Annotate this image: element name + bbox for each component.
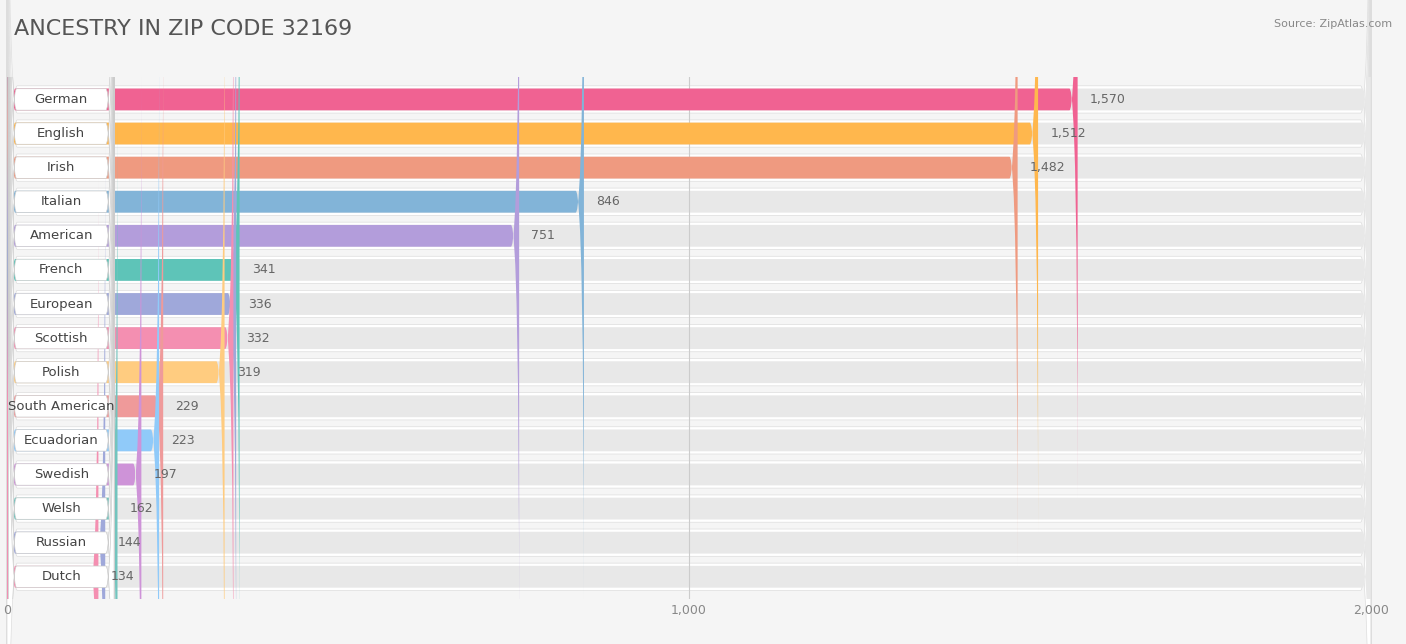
FancyBboxPatch shape: [7, 0, 1371, 644]
FancyBboxPatch shape: [7, 0, 1371, 498]
Text: Irish: Irish: [46, 161, 76, 174]
FancyBboxPatch shape: [8, 0, 114, 532]
Text: European: European: [30, 298, 93, 310]
FancyBboxPatch shape: [7, 0, 1371, 644]
FancyBboxPatch shape: [7, 0, 1038, 532]
FancyBboxPatch shape: [8, 42, 114, 644]
FancyBboxPatch shape: [8, 110, 114, 644]
FancyBboxPatch shape: [7, 0, 1018, 566]
FancyBboxPatch shape: [7, 0, 1371, 644]
Text: Ecuadorian: Ecuadorian: [24, 434, 98, 447]
FancyBboxPatch shape: [7, 144, 1371, 644]
FancyBboxPatch shape: [8, 178, 114, 644]
Text: Welsh: Welsh: [41, 502, 82, 515]
FancyBboxPatch shape: [8, 0, 114, 600]
Text: American: American: [30, 229, 93, 242]
FancyBboxPatch shape: [7, 0, 1371, 644]
Text: 229: 229: [176, 400, 200, 413]
FancyBboxPatch shape: [7, 0, 1371, 644]
FancyBboxPatch shape: [7, 0, 225, 644]
Text: 846: 846: [596, 195, 620, 208]
FancyBboxPatch shape: [8, 0, 114, 644]
FancyBboxPatch shape: [7, 0, 1371, 631]
FancyBboxPatch shape: [7, 110, 1371, 644]
FancyBboxPatch shape: [7, 0, 1077, 498]
Text: 197: 197: [153, 468, 177, 481]
FancyBboxPatch shape: [7, 0, 1371, 644]
Text: 336: 336: [249, 298, 271, 310]
FancyBboxPatch shape: [7, 0, 1371, 644]
FancyBboxPatch shape: [8, 0, 114, 644]
Text: 1,512: 1,512: [1050, 127, 1085, 140]
FancyBboxPatch shape: [7, 0, 1371, 644]
FancyBboxPatch shape: [7, 0, 519, 634]
Text: Polish: Polish: [42, 366, 80, 379]
Text: 134: 134: [111, 570, 135, 583]
FancyBboxPatch shape: [7, 45, 1371, 644]
FancyBboxPatch shape: [7, 11, 1371, 644]
FancyBboxPatch shape: [7, 0, 1371, 644]
Text: 1,570: 1,570: [1090, 93, 1126, 106]
FancyBboxPatch shape: [7, 76, 1371, 644]
FancyBboxPatch shape: [8, 0, 114, 644]
Text: 341: 341: [252, 263, 276, 276]
Text: Russian: Russian: [35, 536, 87, 549]
Text: 751: 751: [531, 229, 555, 242]
FancyBboxPatch shape: [8, 144, 114, 644]
Text: 332: 332: [246, 332, 270, 345]
Text: English: English: [37, 127, 86, 140]
Text: Scottish: Scottish: [35, 332, 89, 345]
FancyBboxPatch shape: [7, 0, 236, 644]
FancyBboxPatch shape: [7, 79, 1371, 644]
FancyBboxPatch shape: [7, 0, 1371, 566]
FancyBboxPatch shape: [7, 178, 98, 644]
FancyBboxPatch shape: [7, 76, 142, 644]
FancyBboxPatch shape: [7, 42, 159, 644]
FancyBboxPatch shape: [7, 0, 1371, 644]
FancyBboxPatch shape: [8, 0, 114, 566]
FancyBboxPatch shape: [8, 76, 114, 644]
Text: 1,482: 1,482: [1029, 161, 1066, 174]
FancyBboxPatch shape: [7, 0, 233, 644]
FancyBboxPatch shape: [7, 0, 1371, 597]
Text: Italian: Italian: [41, 195, 82, 208]
Text: 223: 223: [172, 434, 195, 447]
FancyBboxPatch shape: [8, 8, 114, 644]
Text: Swedish: Swedish: [34, 468, 89, 481]
FancyBboxPatch shape: [7, 178, 1371, 644]
FancyBboxPatch shape: [7, 144, 105, 644]
Text: 162: 162: [129, 502, 153, 515]
Text: South American: South American: [8, 400, 114, 413]
FancyBboxPatch shape: [7, 110, 118, 644]
Text: ANCESTRY IN ZIP CODE 32169: ANCESTRY IN ZIP CODE 32169: [14, 19, 353, 39]
FancyBboxPatch shape: [7, 0, 1371, 600]
FancyBboxPatch shape: [7, 0, 1371, 644]
FancyBboxPatch shape: [7, 0, 1371, 644]
FancyBboxPatch shape: [7, 8, 1371, 644]
Text: Dutch: Dutch: [41, 570, 82, 583]
FancyBboxPatch shape: [8, 0, 114, 498]
Text: German: German: [35, 93, 87, 106]
FancyBboxPatch shape: [7, 0, 583, 600]
Text: Source: ZipAtlas.com: Source: ZipAtlas.com: [1274, 19, 1392, 30]
Text: French: French: [39, 263, 83, 276]
Text: 144: 144: [118, 536, 141, 549]
FancyBboxPatch shape: [8, 0, 114, 634]
FancyBboxPatch shape: [7, 0, 1371, 644]
FancyBboxPatch shape: [7, 42, 1371, 644]
FancyBboxPatch shape: [7, 8, 163, 644]
FancyBboxPatch shape: [7, 0, 239, 644]
FancyBboxPatch shape: [7, 0, 1371, 532]
FancyBboxPatch shape: [8, 0, 114, 644]
Text: 319: 319: [236, 366, 260, 379]
FancyBboxPatch shape: [7, 0, 1371, 634]
FancyBboxPatch shape: [7, 0, 1371, 644]
